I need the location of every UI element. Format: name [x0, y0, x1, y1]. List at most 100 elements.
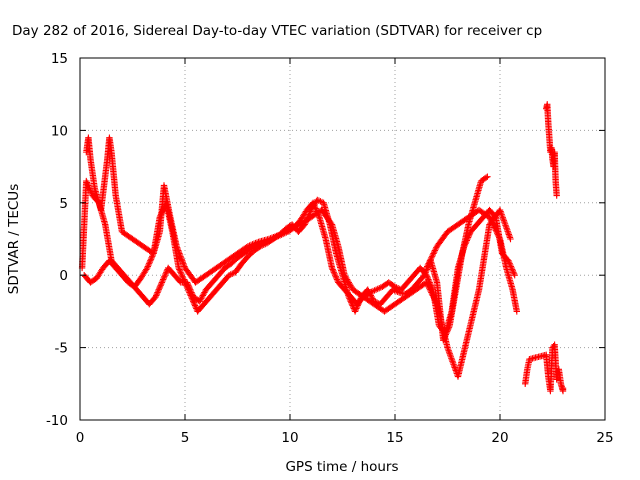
data-point-fill: [353, 305, 360, 312]
data-point-fill: [179, 257, 186, 264]
data-point-fill: [247, 241, 255, 249]
data-point-fill: [184, 286, 192, 293]
data-point: [421, 272, 428, 279]
data-point-fill: [156, 283, 164, 290]
data-point-fill: [189, 296, 196, 304]
x-tick-label: 25: [596, 430, 613, 446]
data-point-fill: [191, 300, 198, 308]
data-point-fill: [175, 247, 182, 254]
data-point-fill: [366, 289, 373, 296]
data-point-fill: [445, 347, 452, 354]
data-point-fill: [356, 296, 364, 304]
data-point-fill: [180, 260, 187, 267]
data-point-fill: [499, 214, 506, 221]
data-point-fill: [430, 250, 437, 257]
data-point-fill: [496, 234, 503, 241]
data-point-fill: [178, 256, 185, 263]
data-point-fill: [447, 352, 454, 359]
data-point-fill: [489, 221, 497, 228]
data-point-fill: [191, 302, 199, 309]
data-point-fill: [329, 266, 336, 273]
data-point: [511, 272, 518, 279]
data-point-fill: [445, 348, 453, 356]
data-point-fill: [185, 287, 192, 295]
data-point-fill: [147, 256, 155, 263]
data-point-fill: [154, 287, 162, 295]
data-point-fill: [285, 226, 292, 233]
data-point-fill: [501, 220, 509, 227]
data-point-fill: [177, 269, 184, 276]
data-point: [173, 243, 180, 250]
data-point-fill: [367, 292, 375, 299]
data-point-fill: [428, 253, 436, 260]
data-point-fill: [188, 295, 196, 302]
data-point-fill: [502, 222, 509, 229]
data-point-fill: [330, 269, 338, 276]
data-point: [486, 214, 493, 221]
data-point-fill: [497, 208, 504, 215]
data-point-fill: [177, 254, 185, 262]
data-point: [345, 293, 352, 301]
data-point: [513, 308, 520, 315]
data-point-fill: [426, 286, 434, 293]
data-point: [265, 235, 273, 243]
data-point-fill: [189, 298, 197, 305]
data-point-fill: [227, 271, 234, 278]
data-point-fill: [163, 269, 170, 276]
data-point: [181, 279, 189, 286]
data-point-fill: [294, 222, 301, 229]
y-tick-label: 15: [51, 51, 68, 67]
data-point-fill: [491, 224, 498, 231]
data-point: [484, 173, 491, 180]
data-point-fill: [154, 289, 161, 296]
y-tick-label: 0: [59, 268, 68, 284]
data-point-fill: [332, 273, 339, 280]
data-point-fill: [289, 224, 297, 231]
y-tick-label: 10: [51, 123, 68, 139]
data-point-fill: [428, 290, 436, 298]
data-point-fill: [506, 234, 514, 241]
data-point: [559, 384, 567, 392]
data-point-fill: [330, 267, 337, 275]
data-point-fill: [84, 182, 92, 189]
data-point-fill: [331, 270, 338, 277]
data-point-fill: [430, 293, 437, 301]
data-point-fill: [429, 292, 436, 299]
data-point-fill: [179, 258, 186, 266]
data-point: [175, 264, 182, 272]
data-point-fill: [352, 306, 359, 314]
data-point-fill: [428, 254, 435, 262]
data-point-fill: [424, 280, 431, 288]
data-point-fill: [365, 287, 372, 295]
data-point-fill: [445, 325, 452, 332]
data-point-fill: [178, 270, 185, 277]
data-point: [244, 243, 252, 250]
data-point-fill: [85, 183, 93, 191]
data-point-fill: [448, 355, 455, 362]
data-point-fill: [159, 276, 167, 283]
data-point: [286, 225, 294, 233]
data-point-fill: [450, 362, 458, 370]
data-point-fill: [510, 270, 518, 277]
data-point-fill: [508, 266, 516, 273]
data-point-fill: [493, 228, 500, 235]
data-point: [496, 206, 504, 214]
data-point-fill: [186, 289, 193, 296]
data-point-fill: [198, 295, 205, 302]
data-point: [83, 177, 90, 185]
data-point-fill: [180, 276, 187, 283]
data-point-fill: [431, 247, 439, 254]
data-point: [188, 293, 195, 301]
data-point-fill: [425, 260, 432, 267]
data-point-fill: [84, 180, 91, 188]
data-point-fill: [160, 274, 167, 282]
data-point-fill: [502, 223, 510, 231]
data-point-fill: [144, 263, 152, 270]
data-point-fill: [173, 244, 181, 251]
data-point-fill: [327, 220, 335, 227]
data-point-fill: [487, 216, 495, 224]
data-point-fill: [153, 292, 160, 299]
data-point-fill: [494, 231, 502, 238]
data-point-fill: [355, 300, 362, 308]
data-point-fill: [429, 251, 436, 259]
